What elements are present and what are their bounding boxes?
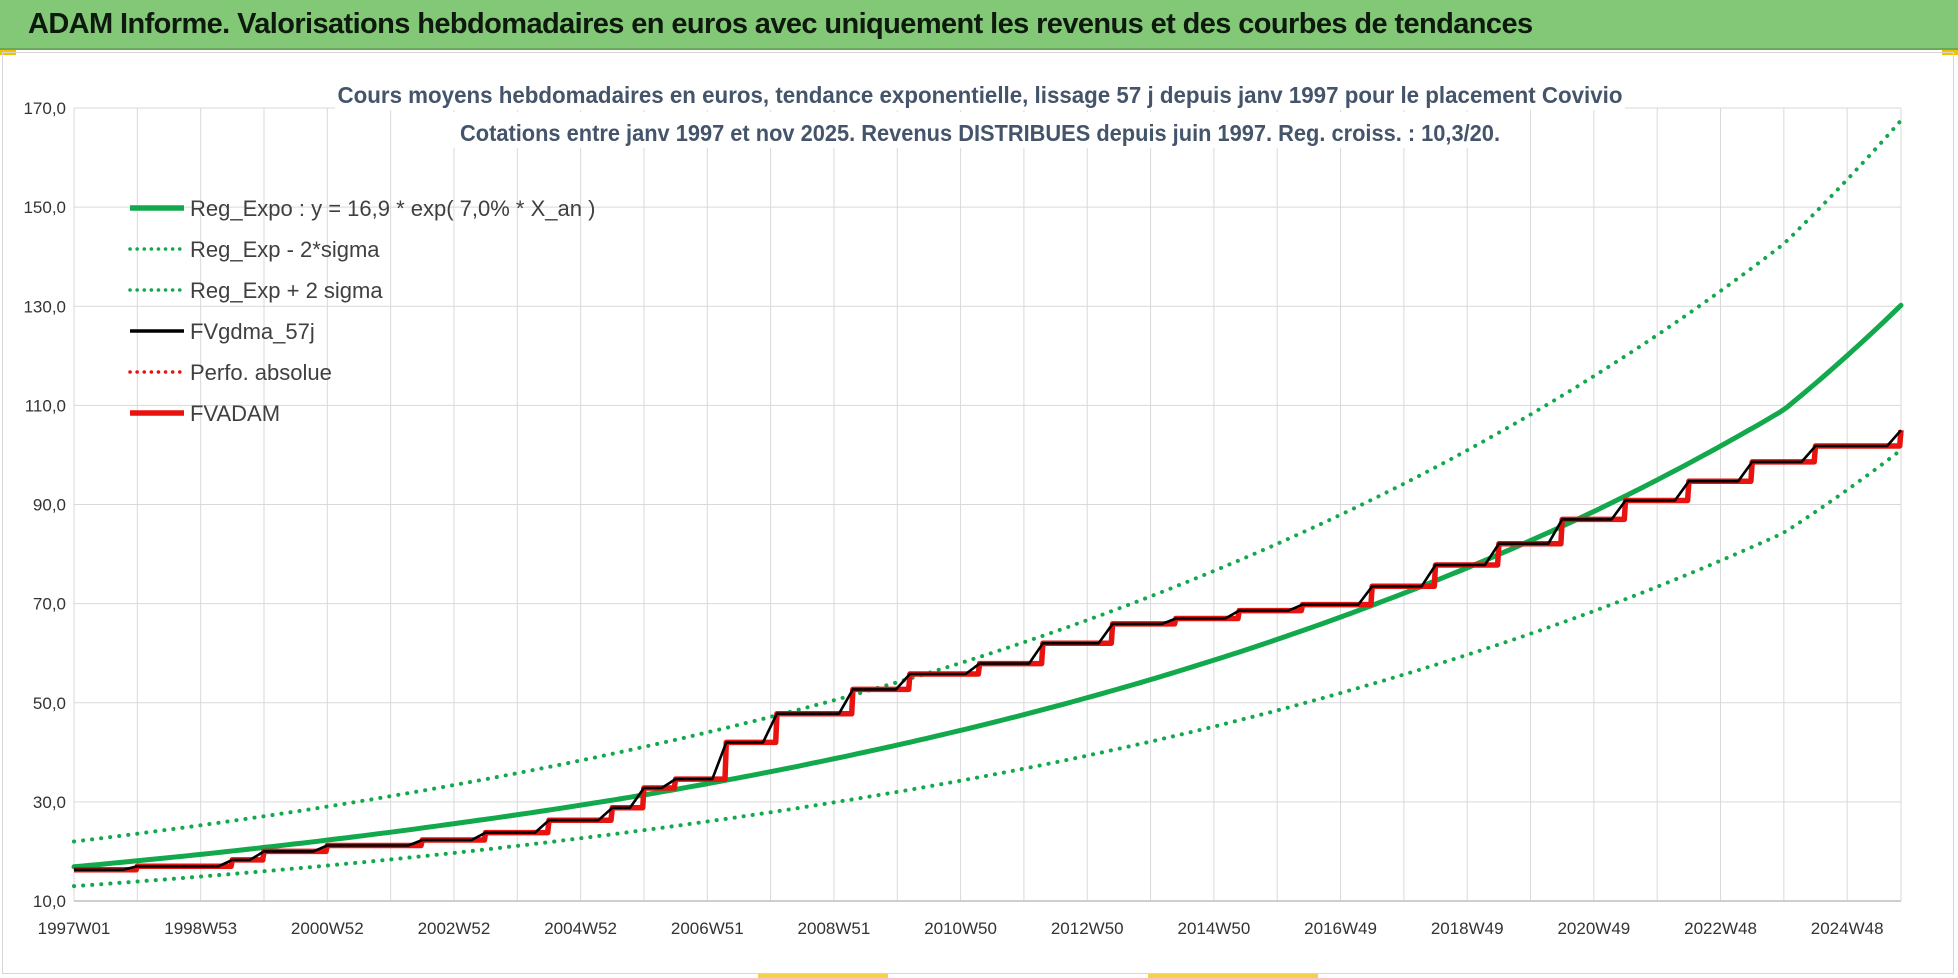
bottom-accent-1 — [758, 974, 888, 978]
axes: 10,0 30,0 50,0 70,0 90,0 110,0 130,0 150,0 170,0… — [23, 99, 1901, 938]
page-title: ADAM Informe. Valorisations hebdomadaire… — [28, 8, 1533, 40]
x-tick-label: 2008W51 — [798, 919, 871, 938]
x-tick-label: 2002W52 — [418, 919, 491, 938]
x-tick-label: 2016W49 — [1304, 919, 1377, 938]
y-tick-label: 50,0 — [33, 694, 66, 713]
legend-label: FVgdma_57j — [190, 319, 315, 344]
y-tick-label: 10,0 — [33, 892, 66, 911]
x-tick-label: 2006W51 — [671, 919, 744, 938]
x-tick-label: 2020W49 — [1557, 919, 1630, 938]
y-tick-label: 150,0 — [23, 198, 66, 217]
legend-label: FVADAM — [190, 401, 280, 426]
chart-title-line-2: Cotations entre janv 1997 et nov 2025. R… — [460, 120, 1500, 146]
y-tick-label: 130,0 — [23, 297, 66, 316]
x-tick-label: 1997W01 — [38, 919, 111, 938]
chart-title: Cours moyens hebdomadaires en euros, ten… — [335, 74, 1625, 148]
series-line-3 — [74, 429, 1902, 872]
y-tick-label: 90,0 — [33, 496, 66, 515]
series-line-0 — [71, 302, 1904, 870]
legend-label: Reg_Exp + 2 sigma — [190, 278, 383, 303]
series-lines — [71, 118, 1904, 889]
legend: Reg_Expo : y = 16,9 * exp( 7,0% * X_an )… — [128, 196, 595, 426]
x-tick-label: 1998W53 — [164, 919, 237, 938]
chart-title-bg-1 — [335, 74, 1625, 110]
y-tick-label: 170,0 — [23, 99, 66, 118]
bottom-accent-2 — [1148, 974, 1318, 978]
header-banner: ADAM Informe. Valorisations hebdomadaire… — [0, 0, 1958, 50]
chart-title-line-1: Cours moyens hebdomadaires en euros, ten… — [338, 82, 1623, 108]
series-line-2 — [72, 118, 1903, 844]
x-tick-label: 2004W52 — [544, 919, 617, 938]
y-tick-label: 110,0 — [25, 396, 66, 415]
y-tick-label: 30,0 — [33, 793, 66, 812]
chart-frame — [2, 52, 1954, 974]
legend-label: Perfo. absolue — [190, 360, 332, 385]
x-tick-label: 2014W50 — [1178, 919, 1251, 938]
chart-title-bg-2 — [440, 112, 1520, 148]
x-tick-label: 2012W50 — [1051, 919, 1124, 938]
legend-label: Reg_Expo : y = 16,9 * exp( 7,0% * X_an ) — [190, 196, 595, 221]
x-tick-label: 2024W48 — [1811, 919, 1884, 938]
y-tick-label: 70,0 — [33, 595, 66, 614]
x-tick-label: 2022W48 — [1684, 919, 1757, 938]
x-tick-label: 2000W52 — [291, 919, 364, 938]
x-tick-label: 2010W50 — [924, 919, 997, 938]
series-line-1 — [72, 448, 1903, 889]
legend-label: Reg_Exp - 2*sigma — [190, 237, 380, 262]
x-tick-label: 2018W49 — [1431, 919, 1504, 938]
